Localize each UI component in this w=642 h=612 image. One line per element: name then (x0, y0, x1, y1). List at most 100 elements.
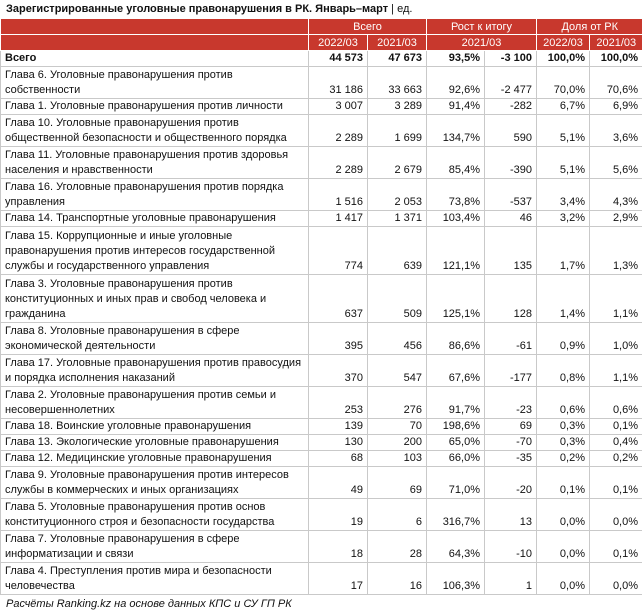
share-2021: 6,9% (590, 99, 642, 115)
value-2021: 547 (368, 355, 427, 387)
growth-percent: 316,7% (427, 499, 485, 531)
value-2022: 1 417 (309, 211, 368, 227)
row-label: Глава 13. Экологические уголовные правон… (1, 435, 309, 451)
share-2022: 0,0% (537, 563, 590, 595)
value-2021: 1 371 (368, 211, 427, 227)
value-2022: 2 289 (309, 147, 368, 179)
growth-percent: 106,3% (427, 563, 485, 595)
growth-percent: 91,4% (427, 99, 485, 115)
share-2022: 0,9% (537, 323, 590, 355)
share-2021: 0,4% (590, 435, 642, 451)
growth-absolute: -3 100 (485, 51, 537, 67)
row-label: Глава 16. Уголовные правонарушения проти… (1, 179, 309, 211)
header-period: 2021/03 (590, 35, 642, 51)
share-2022: 0,6% (537, 387, 590, 419)
table-row: Глава 1. Уголовные правонарушения против… (1, 99, 642, 115)
growth-absolute: 13 (485, 499, 537, 531)
growth-percent: 73,8% (427, 179, 485, 211)
share-2021: 70,6% (590, 67, 642, 99)
row-label: Глава 8. Уголовные правонарушения в сфер… (1, 323, 309, 355)
value-2022: 774 (309, 227, 368, 275)
share-2022: 70,0% (537, 67, 590, 99)
header-period: 2022/03 (309, 35, 368, 51)
growth-absolute: 128 (485, 275, 537, 323)
growth-absolute: -282 (485, 99, 537, 115)
growth-percent: 71,0% (427, 467, 485, 499)
growth-percent: 66,0% (427, 451, 485, 467)
share-2022: 1,4% (537, 275, 590, 323)
value-2021: 639 (368, 227, 427, 275)
header-period: 2021/03 (368, 35, 427, 51)
share-2021: 1,1% (590, 355, 642, 387)
value-2022: 370 (309, 355, 368, 387)
share-2022: 0,2% (537, 451, 590, 467)
table-row: Глава 2. Уголовные правонарушения против… (1, 387, 642, 419)
growth-percent: 198,6% (427, 419, 485, 435)
share-2022: 6,7% (537, 99, 590, 115)
row-label: Глава 9. Уголовные правонарушения против… (1, 467, 309, 499)
value-2022: 31 186 (309, 67, 368, 99)
growth-absolute: -35 (485, 451, 537, 467)
value-2021: 33 663 (368, 67, 427, 99)
share-2021: 0,1% (590, 531, 642, 563)
table-title-main: Зарегистрированные уголовные правонаруше… (6, 3, 388, 15)
table-row: Глава 15. Коррупционные и иные уголовные… (1, 227, 642, 275)
table-row: Глава 14. Транспортные уголовные правона… (1, 211, 642, 227)
share-2022: 3,2% (537, 211, 590, 227)
table-row: Глава 18. Воинские уголовные правонаруше… (1, 419, 642, 435)
value-2022: 44 573 (309, 51, 368, 67)
share-2022: 5,1% (537, 115, 590, 147)
growth-percent: 91,7% (427, 387, 485, 419)
row-label: Глава 7. Уголовные правонарушения в сфер… (1, 531, 309, 563)
value-2021: 47 673 (368, 51, 427, 67)
value-2021: 70 (368, 419, 427, 435)
table-title: Зарегистрированные уголовные правонаруше… (0, 0, 642, 19)
growth-absolute: -177 (485, 355, 537, 387)
share-2022: 0,8% (537, 355, 590, 387)
header-row-periods: 2022/03 2021/03 2021/03 2022/03 2021/03 (1, 35, 642, 51)
value-2021: 16 (368, 563, 427, 595)
value-2021: 2 053 (368, 179, 427, 211)
table-row: Глава 5. Уголовные правонарушения против… (1, 499, 642, 531)
value-2022: 253 (309, 387, 368, 419)
value-2021: 69 (368, 467, 427, 499)
header-empty-2 (1, 35, 309, 51)
share-2022: 0,0% (537, 499, 590, 531)
growth-absolute: -10 (485, 531, 537, 563)
share-2021: 1,0% (590, 323, 642, 355)
value-2022: 68 (309, 451, 368, 467)
table-row: Глава 7. Уголовные правонарушения в сфер… (1, 531, 642, 563)
value-2021: 103 (368, 451, 427, 467)
share-2021: 0,0% (590, 563, 642, 595)
growth-percent: 65,0% (427, 435, 485, 451)
growth-absolute: -61 (485, 323, 537, 355)
row-label: Глава 18. Воинские уголовные правонаруше… (1, 419, 309, 435)
growth-absolute: -2 477 (485, 67, 537, 99)
value-2022: 2 289 (309, 115, 368, 147)
value-2021: 6 (368, 499, 427, 531)
crime-table: Всего Рост к итогу Доля от РК 2022/03 20… (0, 19, 642, 595)
share-2021: 100,0% (590, 51, 642, 67)
growth-absolute: -20 (485, 467, 537, 499)
growth-absolute: -70 (485, 435, 537, 451)
row-label: Всего (1, 51, 309, 67)
growth-percent: 67,6% (427, 355, 485, 387)
value-2021: 200 (368, 435, 427, 451)
row-label: Глава 1. Уголовные правонарушения против… (1, 99, 309, 115)
row-label: Глава 11. Уголовные правонарушения проти… (1, 147, 309, 179)
share-2022: 3,4% (537, 179, 590, 211)
growth-percent: 85,4% (427, 147, 485, 179)
share-2021: 4,3% (590, 179, 642, 211)
table-row: Глава 8. Уголовные правонарушения в сфер… (1, 323, 642, 355)
value-2021: 2 679 (368, 147, 427, 179)
value-2021: 28 (368, 531, 427, 563)
table-row: Глава 17. Уголовные правонарушения проти… (1, 355, 642, 387)
growth-absolute: 46 (485, 211, 537, 227)
growth-absolute: 590 (485, 115, 537, 147)
share-2022: 5,1% (537, 147, 590, 179)
table-row: Глава 16. Уголовные правонарушения проти… (1, 179, 642, 211)
table-row: Глава 6. Уголовные правонарушения против… (1, 67, 642, 99)
share-2021: 0,6% (590, 387, 642, 419)
